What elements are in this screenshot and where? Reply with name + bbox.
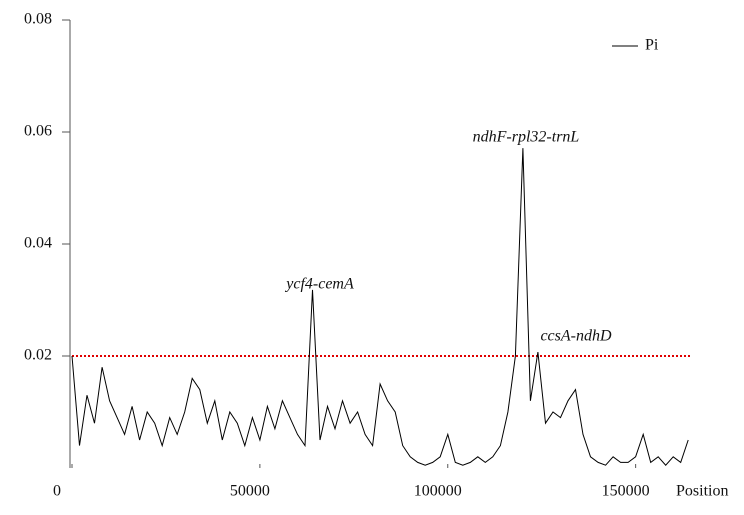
annotation: ccsA-ndhD [540, 328, 612, 345]
y-tick-label: 0.04 [24, 235, 52, 252]
y-tick-label: 0.02 [24, 347, 52, 364]
x-tick-label: 100000 [414, 483, 462, 500]
series-line [71, 148, 689, 466]
annotation: ndhF-rpl32-trnL [473, 129, 580, 146]
legend-label: Pi [645, 37, 659, 54]
y-tick-label: 0.08 [24, 11, 52, 28]
origin-label: 0 [53, 483, 61, 500]
annotation: ycf4-cemA [284, 276, 354, 293]
x-tick-label: 50000 [230, 483, 270, 500]
x-axis-label: Position [676, 483, 728, 500]
y-tick-label: 0.06 [24, 123, 52, 140]
x-tick-label: 150000 [602, 483, 650, 500]
